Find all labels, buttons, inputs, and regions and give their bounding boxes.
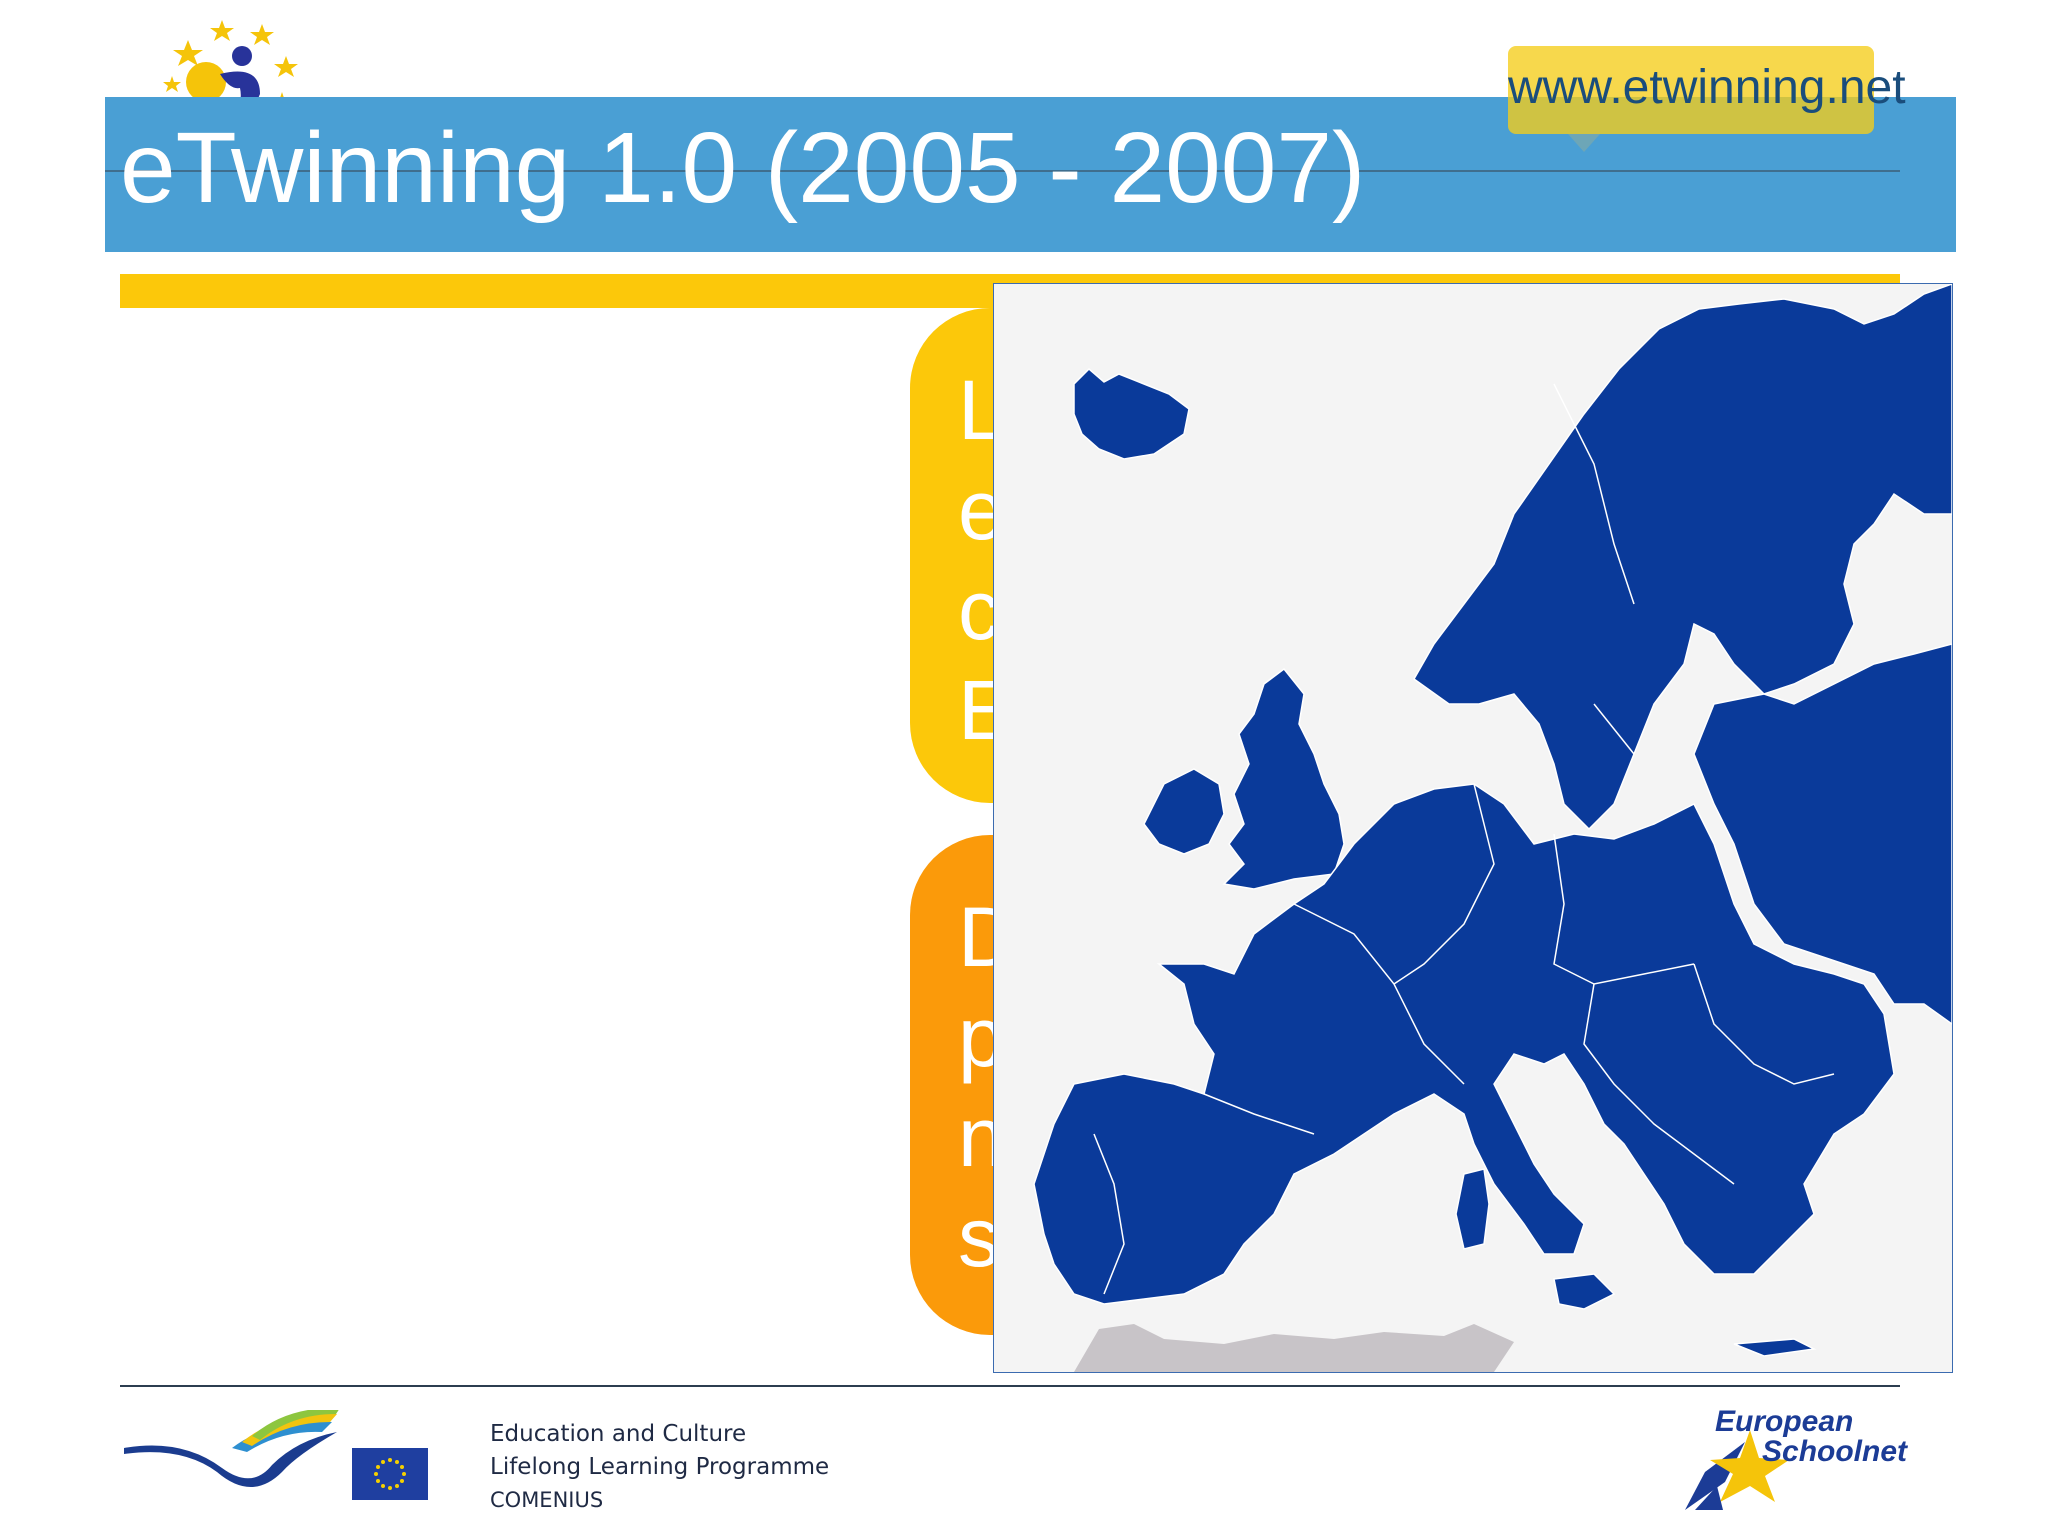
url-text[interactable]: www.etwinning.net [1508, 61, 1906, 114]
footer-line-comenius: COMENIUS [490, 1488, 604, 1512]
europe-map [993, 283, 1953, 1373]
footer-line-education: Education and Culture [490, 1421, 747, 1447]
footer-rule [120, 1385, 1900, 1387]
eu-flag-icon [352, 1448, 428, 1500]
etwinning-logo-icon [163, 20, 298, 132]
great-britain-land [1222, 667, 1345, 890]
esn-logo-text-line1: European [1715, 1405, 1854, 1438]
url-badge [1508, 46, 1874, 134]
llp-swoosh-icon [124, 1410, 339, 1487]
title-rule [105, 170, 1900, 172]
esn-logo-text-line2: Schoolnet [1762, 1435, 1908, 1468]
continental-europe-land [1033, 783, 1895, 1305]
sicily-land [1553, 1273, 1616, 1310]
sardinia-land [1455, 1168, 1490, 1250]
north-africa-land [1074, 1324, 1514, 1372]
iceland-land [1073, 367, 1190, 460]
eastern-europe-land [1693, 643, 1952, 1025]
crete-land [1733, 1338, 1817, 1357]
footer-programme-text: Education and Culture Lifelong Learning … [490, 1418, 829, 1517]
footer-line-llp: Lifelong Learning Programme [490, 1454, 830, 1480]
yellow-pill-text: L e c E [958, 363, 1015, 757]
ireland-land [1143, 768, 1225, 855]
slide-title: eTwinning 1.0 (2005 - 2007) [120, 112, 1366, 224]
european-schoolnet-logo-icon [1685, 1430, 1789, 1510]
url-badge-pointer [1568, 134, 1600, 152]
scandinavia-land [1413, 284, 1952, 831]
